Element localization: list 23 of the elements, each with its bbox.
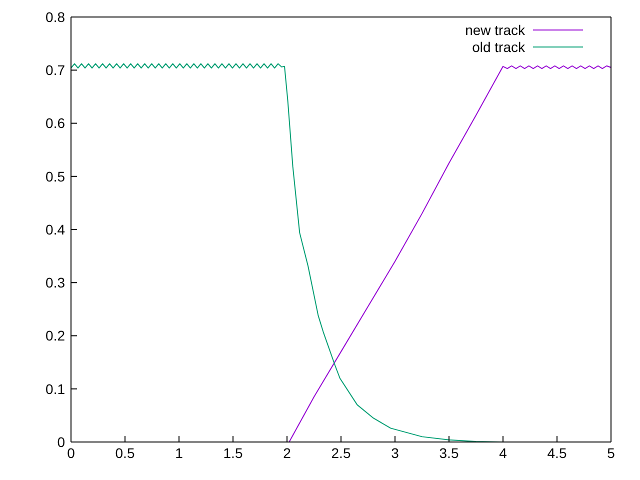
x-tick-label: 0.5 (115, 444, 135, 461)
y-tick-label: 0.3 (46, 274, 66, 291)
x-tick-label: 5 (607, 444, 616, 461)
x-tick-label: 0 (67, 444, 76, 461)
x-tick-label: 4.5 (547, 444, 567, 461)
x-tick-label: 3.5 (439, 444, 459, 461)
x-tick-label: 3 (391, 444, 400, 461)
x-tick-label: 1 (175, 444, 184, 461)
y-tick-label: 0.6 (46, 115, 66, 132)
y-tick-label: 0.1 (46, 380, 66, 397)
y-tick-label: 0.8 (46, 8, 66, 25)
y-tick-label: 0.2 (46, 328, 66, 344)
y-tick-label: 0.4 (46, 221, 66, 238)
line-series (288, 65, 611, 442)
legend-label: old track (472, 38, 525, 54)
x-tick-label: 2.5 (331, 444, 351, 461)
x-tick-label: 4 (499, 444, 508, 461)
x-tick-label: 2 (283, 444, 292, 461)
x-tick-label: 1.5 (223, 444, 243, 461)
y-tick-label: 0.5 (46, 168, 66, 184)
y-tick-label: 0 (57, 434, 66, 450)
y-tick-label: 0.7 (46, 62, 66, 78)
legend-label: new track (465, 22, 525, 38)
